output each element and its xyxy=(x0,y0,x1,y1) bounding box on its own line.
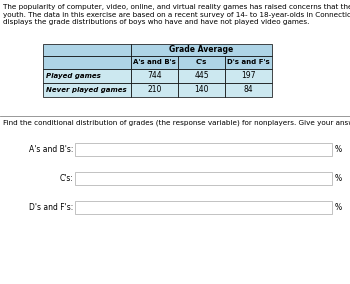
Text: A's and B's: A's and B's xyxy=(133,60,176,66)
Bar xyxy=(178,69,225,83)
Text: 84: 84 xyxy=(244,85,253,95)
Text: displays the grade distributions of boys who have and have not played video game: displays the grade distributions of boys… xyxy=(3,19,309,25)
Bar xyxy=(43,83,131,97)
Bar xyxy=(225,56,272,69)
Text: 744: 744 xyxy=(147,72,162,80)
Text: 445: 445 xyxy=(194,72,209,80)
Text: 140: 140 xyxy=(194,85,209,95)
Bar xyxy=(178,56,225,69)
Text: Played games: Played games xyxy=(46,73,101,79)
Bar xyxy=(75,201,332,214)
Text: D's and F's:: D's and F's: xyxy=(29,203,73,212)
Text: %: % xyxy=(335,174,342,183)
Bar xyxy=(131,56,178,69)
Text: C's:: C's: xyxy=(59,174,73,183)
Text: Grade Average: Grade Average xyxy=(169,45,234,55)
Bar xyxy=(131,83,178,97)
Text: D's and F's: D's and F's xyxy=(227,60,270,66)
Text: %: % xyxy=(335,145,342,154)
Text: 210: 210 xyxy=(147,85,162,95)
Bar xyxy=(225,69,272,83)
Text: 197: 197 xyxy=(241,72,256,80)
Text: %: % xyxy=(335,203,342,212)
Text: C's: C's xyxy=(196,60,207,66)
Text: Never played games: Never played games xyxy=(46,87,127,93)
Bar xyxy=(43,56,131,69)
Bar xyxy=(131,69,178,83)
Bar xyxy=(75,172,332,185)
Text: A's and B's:: A's and B's: xyxy=(29,145,73,154)
Bar xyxy=(178,83,225,97)
Bar xyxy=(43,69,131,83)
Text: The popularity of computer, video, online, and virtual reality games has raised : The popularity of computer, video, onlin… xyxy=(3,5,350,11)
Bar xyxy=(43,44,131,56)
Text: Find the conditional distribution of grades (the response variable) for nonplaye: Find the conditional distribution of gra… xyxy=(3,120,350,126)
Bar xyxy=(131,44,272,56)
Text: youth. The data in this exercise are based on a recent survey of 14- to 18-year-: youth. The data in this exercise are bas… xyxy=(3,12,350,18)
Bar xyxy=(225,83,272,97)
Bar xyxy=(75,143,332,156)
